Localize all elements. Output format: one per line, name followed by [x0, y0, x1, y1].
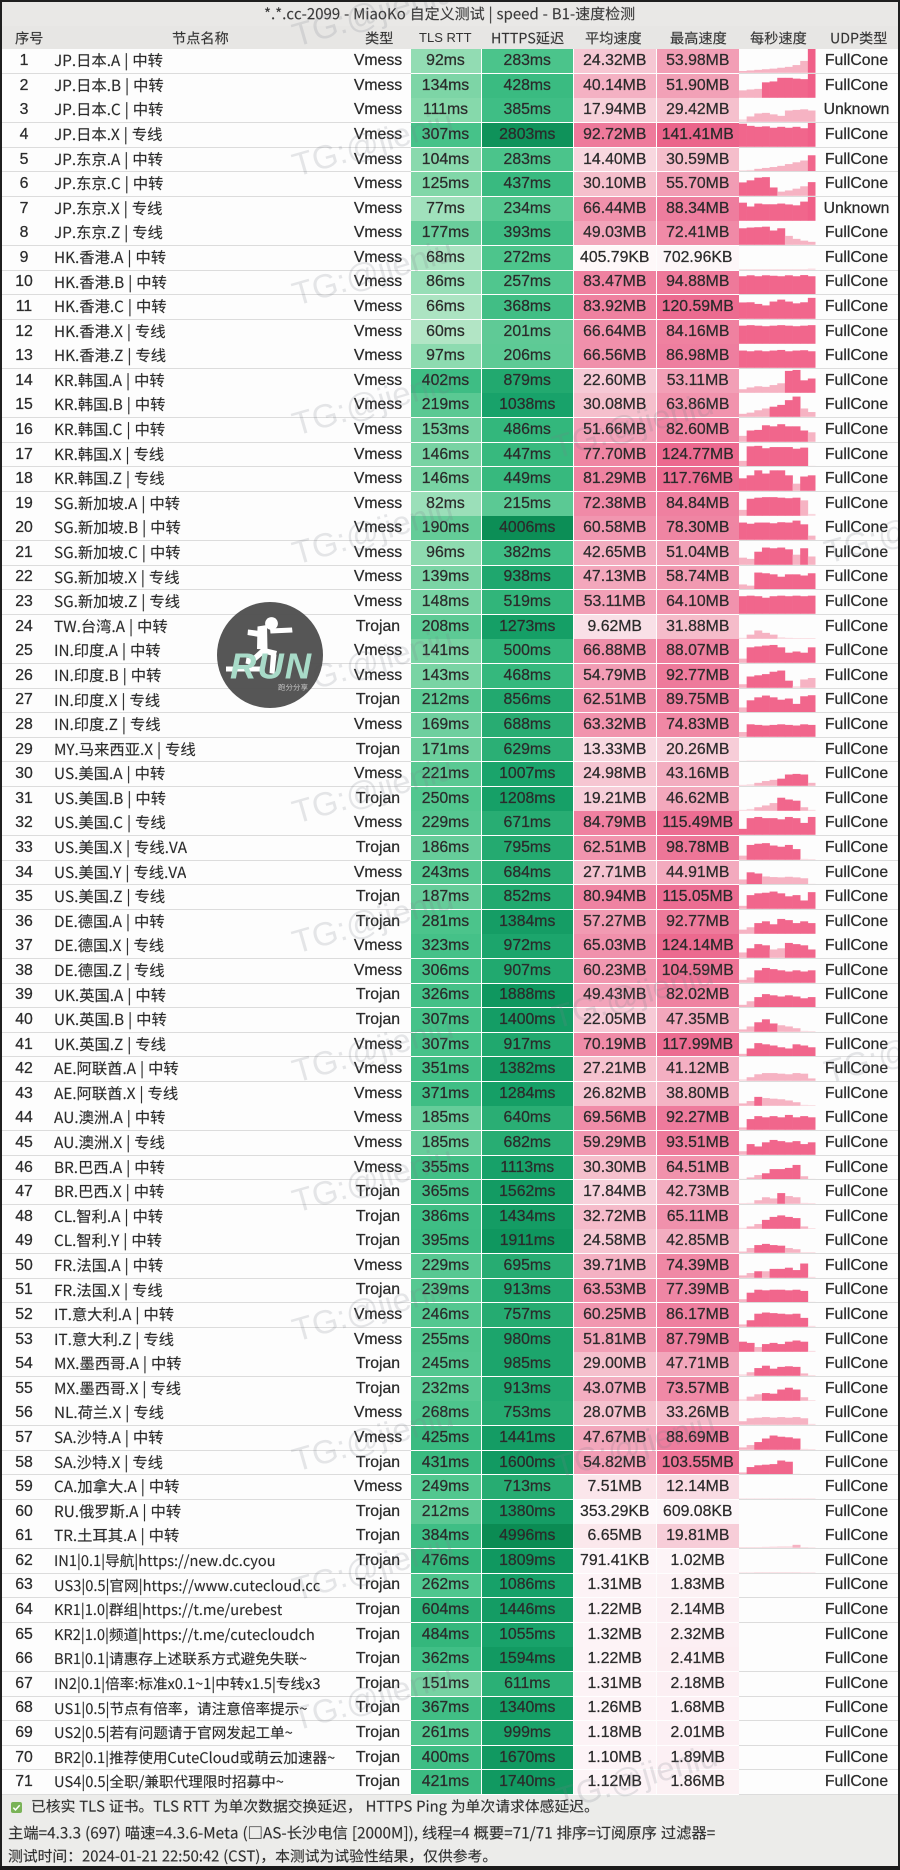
- svg-text:RUN: RUN: [230, 646, 312, 687]
